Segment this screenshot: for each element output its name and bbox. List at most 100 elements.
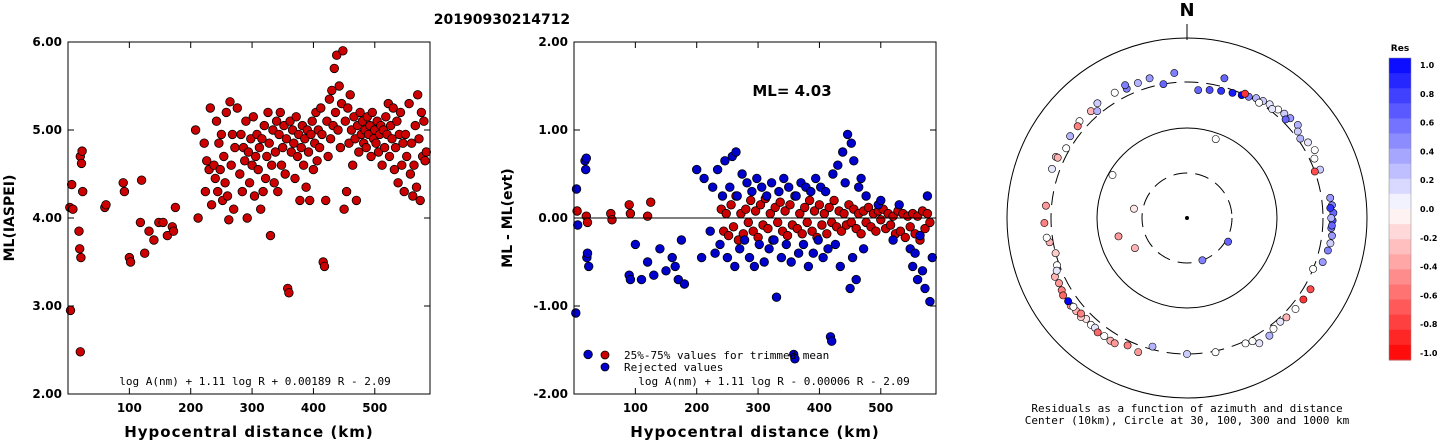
polar-point-36 (1326, 204, 1335, 212)
left-ticks: 100 200 300 400 500 2.00 3.00 4.00 5.00 6.00 (32, 35, 430, 415)
middle-point-s1-1 (571, 184, 582, 194)
polar-point-72 (1042, 233, 1051, 242)
middle-point-s1-32 (720, 156, 730, 166)
middle-point-s1-106 (922, 191, 933, 201)
left-point-s0-68 (249, 191, 260, 201)
polar-point-83 (1276, 317, 1285, 326)
middle-point-s1-52 (766, 178, 777, 188)
middle-point-s1-18 (667, 252, 677, 263)
polar-point-62 (1064, 297, 1072, 306)
left-point-s0-138 (335, 142, 346, 153)
middle-point-s1-71 (811, 173, 821, 184)
left-point-s0-106 (296, 142, 306, 153)
left-point-s0-151 (351, 195, 362, 206)
middle-formula: log A(nm) + 1.11 log R - 0.00006 R - 2.0… (638, 375, 910, 388)
polar-point-66 (1077, 309, 1085, 318)
middle-point-s1-89 (849, 156, 859, 166)
middle-point-s1-25 (699, 173, 709, 184)
polar-point-5 (1211, 135, 1220, 143)
colorbar-swatch-17 (1389, 314, 1411, 331)
middle-ytick-label-0: -2.00 (533, 387, 568, 401)
middle-point-s0-66 (856, 229, 866, 239)
left-point-s0-194 (405, 169, 416, 179)
colorbar-swatch-12 (1389, 239, 1411, 255)
left-point-s0-50 (225, 97, 235, 107)
middle-point-s1-12 (630, 239, 641, 250)
middle-point-s1-101 (910, 248, 920, 258)
middle-legend: 25%-75% values for trimmed mean Rejected… (600, 349, 829, 374)
colorbar-tick-9: -0.8 (1420, 320, 1437, 329)
polar-point-81 (1241, 339, 1250, 348)
polar-point-24 (1293, 127, 1302, 136)
left-point-s0-116 (308, 164, 319, 175)
polar-point-25 (1304, 138, 1312, 147)
middle-point-s1-55 (774, 186, 784, 197)
middle-point-s1-64 (793, 248, 804, 258)
polar-point-42 (1134, 79, 1142, 87)
left-point-s0-192 (402, 151, 412, 162)
north-label: N (1179, 0, 1194, 21)
polar-point-63 (1100, 332, 1109, 340)
middle-point-s1-98 (894, 200, 904, 210)
epicenter-dot (1185, 216, 1189, 220)
polar-point-37 (1327, 214, 1336, 222)
left-point-s0-141 (339, 204, 349, 214)
middle-ytick-label-1: -1.00 (533, 299, 568, 313)
middle-point-s1-86 (845, 283, 855, 294)
middle-point-s0-8 (646, 197, 656, 207)
polar-point-20 (1241, 89, 1249, 98)
ring-300km (1050, 81, 1324, 355)
middle-point-s1-51 (764, 244, 774, 254)
left-point-s0-74 (257, 134, 267, 144)
middle-point-s1-21 (676, 235, 687, 245)
middle-point-s1-39 (735, 244, 745, 254)
left-point-s0-154 (355, 107, 365, 118)
middle-point-s1-9 (584, 261, 594, 272)
middle-point-s1-49 (759, 257, 769, 267)
left-point-s0-47 (221, 107, 232, 118)
middle-point-s0-11 (721, 208, 731, 219)
polar-point-79 (1265, 331, 1274, 340)
middle-point-s1-57 (779, 173, 789, 184)
left-point-s0-126 (321, 195, 331, 206)
middle-point-s0-0 (572, 206, 582, 216)
left-xtick-label-2: 300 (240, 401, 265, 415)
middle-point-s0-49 (814, 200, 825, 210)
polar-point-93 (1073, 122, 1082, 131)
polar-point-67 (1069, 302, 1078, 311)
middle-point-s1-13 (636, 274, 647, 285)
polar-point-98 (1093, 107, 1102, 115)
polar-points (1040, 69, 1338, 358)
polar-point-96 (1309, 264, 1317, 273)
middle-point-s1-81 (833, 160, 843, 170)
left-point-s0-90 (276, 160, 287, 170)
left-point-s0-8 (76, 252, 86, 263)
middle-point-s1-23 (692, 164, 702, 175)
middle-point-s1-31 (717, 191, 728, 201)
middle-point-s1-29 (712, 164, 723, 175)
middle-point-s1-78 (827, 336, 837, 346)
middle-point-s1-27 (708, 182, 718, 192)
left-point-s0-115 (307, 116, 317, 126)
middle-point-s1-34 (725, 182, 735, 192)
left-point-s0-48 (222, 191, 233, 201)
ring-1000km (1006, 37, 1368, 399)
colorbar-swatch-4 (1389, 118, 1411, 134)
middle-ticks: 100 200 300 400 500 -2.00 -1.00 0.00 1.00 2.00 (533, 35, 936, 415)
middle-point-s0-58 (836, 226, 847, 236)
middle-point-s1-33 (722, 252, 733, 263)
middle-point-s0-35 (780, 206, 790, 216)
colorbar-tick-4: 0.2 (1420, 176, 1434, 185)
left-point-s0-63 (243, 147, 254, 157)
polar-point-82 (1269, 324, 1278, 333)
colorbar-swatch-13 (1389, 254, 1411, 270)
left-point-s0-43 (216, 129, 227, 140)
left-point-s0-143 (341, 186, 352, 197)
middle-point-s0-46 (807, 226, 817, 236)
left-points (65, 46, 432, 357)
colorbar-swatch-18 (1389, 329, 1411, 346)
left-point-s0-198 (410, 120, 421, 131)
middle-point-s1-60 (786, 257, 796, 267)
middle-point-s1-63 (791, 191, 801, 201)
polar-point-64 (1093, 328, 1102, 337)
